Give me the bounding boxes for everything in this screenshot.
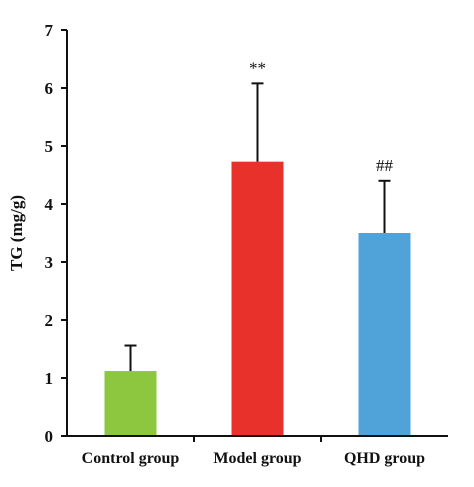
x-axis-labels: Control group Model group QHD group [82,450,425,467]
significance-annotations: ** ## [249,58,394,174]
y-tick-label: 2 [45,311,54,330]
y-tick-label: 4 [45,195,54,214]
x-tick-label: Model group [213,450,301,467]
error-bars [124,82,391,372]
y-tick-label: 3 [45,253,54,272]
y-tick-label: 7 [45,21,54,40]
x-tick-label: QHD group [344,450,425,467]
bars [104,161,411,436]
significance-label: ** [249,58,266,77]
x-axis-ticks [193,436,322,442]
y-tick-label: 6 [45,79,54,98]
bar [104,371,157,436]
y-axis-ticks: 0 1 2 3 4 5 6 7 [45,21,67,446]
x-tick-label: Control group [82,450,180,467]
significance-label: ## [376,156,394,175]
bar [231,161,284,436]
y-axis-title: TG (mg/g) [7,195,26,271]
y-tick-label: 0 [45,427,54,446]
y-tick-label: 5 [45,137,54,156]
bar [358,233,411,436]
y-tick-label: 1 [45,369,54,388]
